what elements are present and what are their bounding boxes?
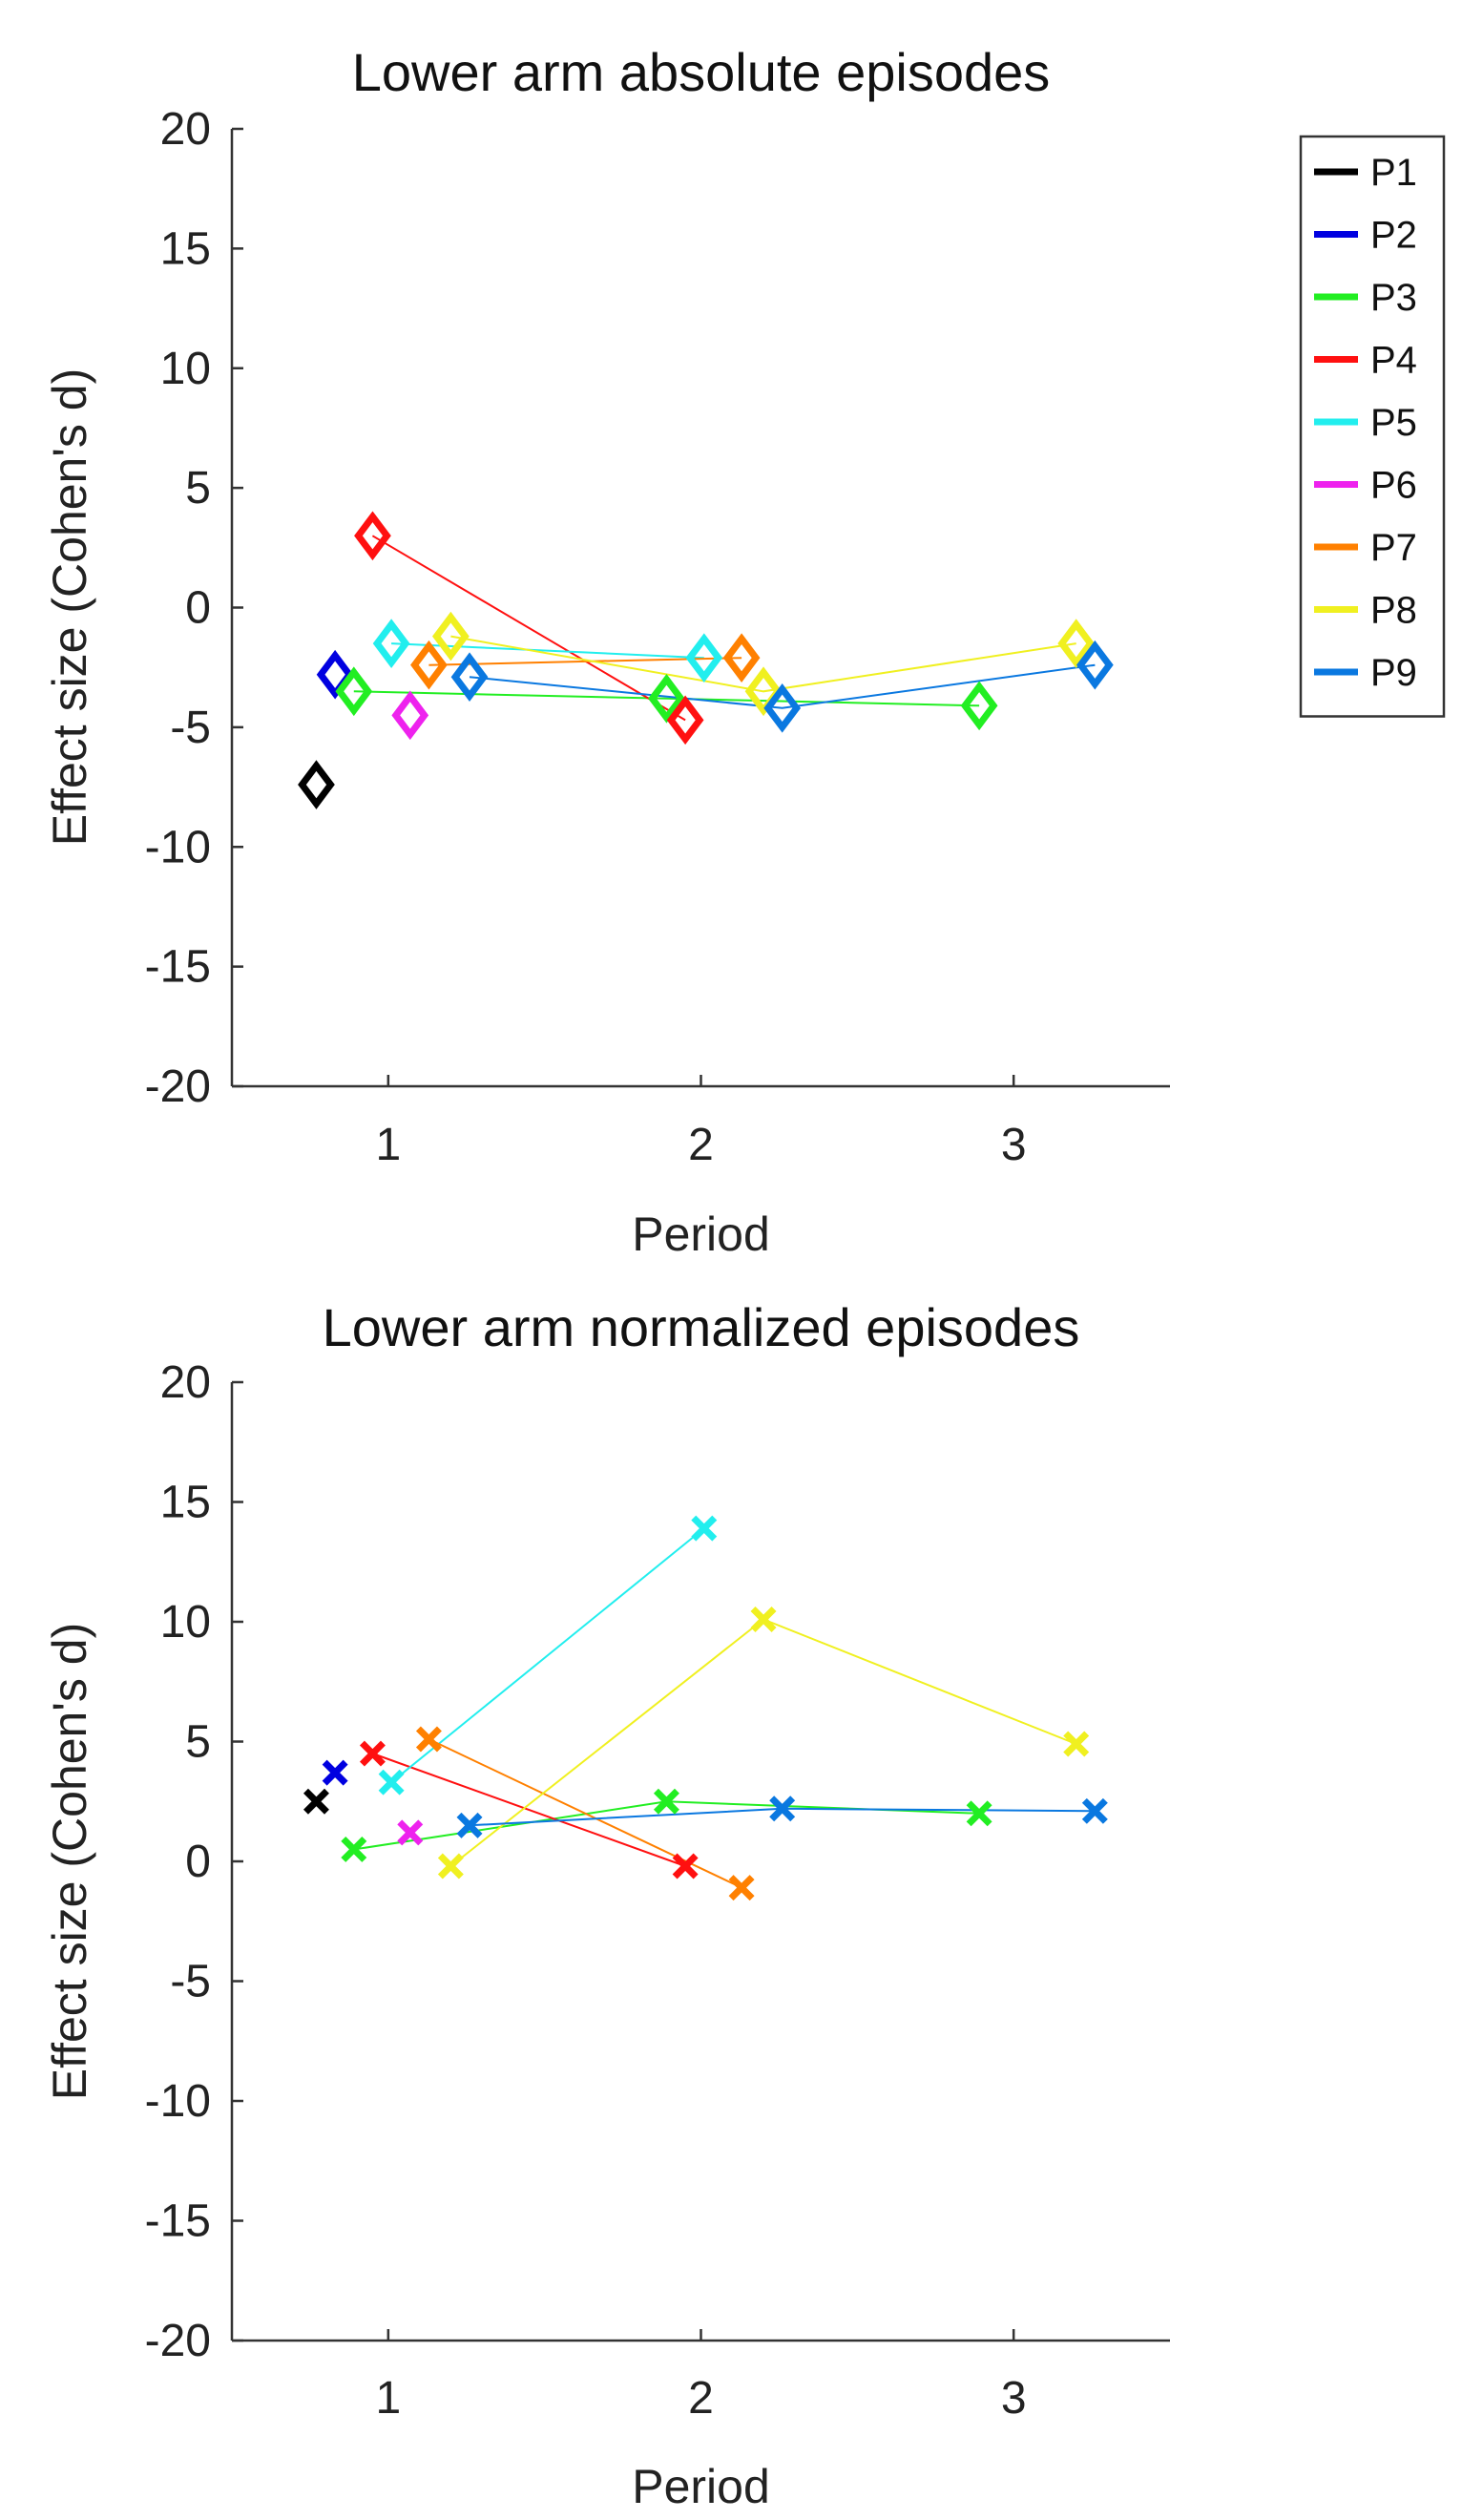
- data-point-p5: [685, 633, 723, 682]
- legend-label-p8: P8: [1370, 590, 1417, 632]
- x-tick-label: 3: [1001, 2373, 1027, 2424]
- data-point-p7: [728, 1875, 755, 1901]
- series-line-p8: [450, 635, 1076, 693]
- data-point-p8: [437, 1853, 464, 1880]
- y-tick-label: -15: [145, 2196, 211, 2247]
- data-point-p7: [410, 640, 448, 690]
- data-point-p2: [316, 649, 354, 700]
- legend: P1 P2 P3 P4 P5 P6 P7 P8 P9: [1299, 135, 1446, 718]
- y-tick-label: 10: [160, 344, 211, 394]
- panel-1: Lower arm absolute episodes 20 15 10 5 0 -5 -10…: [43, 42, 1170, 1261]
- y-tick-label: 5: [185, 463, 211, 514]
- legend-label-p4: P4: [1370, 340, 1417, 382]
- y-tick-label: 0: [185, 1837, 211, 1887]
- data-point-p8: [744, 666, 783, 717]
- y-tick-label: -5: [170, 1957, 211, 2007]
- data-point-p9: [456, 1812, 483, 1838]
- y-tick-label: -20: [145, 2316, 211, 2366]
- x-tick-label: 2: [688, 1120, 714, 1170]
- chart-title: Lower arm normalized episodes: [323, 1297, 1080, 1357]
- legend-label-p3: P3: [1370, 277, 1417, 319]
- data-point-p6: [391, 690, 429, 741]
- y-tick-label: -15: [145, 942, 211, 993]
- data-point-p8: [750, 1606, 777, 1632]
- legend-label-p7: P7: [1370, 527, 1417, 569]
- y-tick-label: 20: [160, 104, 211, 155]
- y-tick-label: -10: [145, 2076, 211, 2127]
- data-point-p9: [769, 1796, 796, 1822]
- chart-title: Lower arm absolute episodes: [352, 42, 1051, 102]
- data-point-p3: [966, 1800, 992, 1827]
- series-line-p5: [390, 1527, 705, 1783]
- y-tick-label: 0: [185, 583, 211, 634]
- data-point-p7: [415, 1726, 442, 1753]
- data-point-p8: [431, 611, 470, 662]
- x-axis-label: Period: [632, 2460, 770, 2513]
- y-tick-label: 15: [160, 1478, 211, 1528]
- data-point-p9: [1076, 640, 1114, 690]
- data-point-p3: [335, 666, 373, 717]
- y-tick-label: 5: [185, 1717, 211, 1768]
- series-line-p4: [372, 1753, 686, 1867]
- data-point-p9: [450, 652, 489, 703]
- data-point-p4: [672, 1853, 699, 1880]
- x-tick-label: 3: [1001, 1120, 1027, 1170]
- legend-label-p1: P1: [1370, 152, 1417, 194]
- x-tick-label: 2: [688, 2373, 714, 2424]
- data-point-p6: [397, 1819, 424, 1846]
- data-point-p4: [359, 1740, 386, 1767]
- data-point-p5: [691, 1515, 718, 1542]
- data-point-p4: [354, 511, 391, 561]
- y-axis-label: Effect size (Cohen's d): [43, 368, 96, 847]
- x-tick-label: 1: [375, 1120, 401, 1170]
- series-line-p4: [371, 535, 686, 722]
- series-line-p9: [469, 663, 1096, 709]
- y-tick-label: -5: [170, 703, 211, 753]
- data-point-p3: [960, 681, 998, 731]
- x-tick-label: 1: [375, 2373, 401, 2424]
- data-point-p8: [1063, 1731, 1090, 1757]
- data-point-p3: [653, 1788, 679, 1815]
- x-axis-label: Period: [632, 1208, 770, 1261]
- data-point-p1: [303, 1788, 329, 1815]
- legend-label-p5: P5: [1370, 402, 1417, 444]
- data-point-p5: [372, 619, 410, 668]
- legend-label-p9: P9: [1370, 652, 1417, 694]
- y-tick-label: 20: [160, 1357, 211, 1408]
- data-point-p5: [378, 1769, 405, 1796]
- data-point-p4: [666, 695, 704, 746]
- series-line-p3: [353, 690, 980, 707]
- series-line-p8: [449, 1618, 1077, 1867]
- panel-2: Lower arm normalized episodes 20 15 10 5 0 -5 -…: [43, 1297, 1170, 2513]
- data-point-p3: [341, 1836, 367, 1862]
- data-point-p3: [648, 673, 685, 724]
- data-point-p9: [763, 682, 802, 733]
- data-point-p8: [1057, 619, 1096, 668]
- data-point-p2: [322, 1759, 348, 1786]
- y-tick-label: 10: [160, 1597, 211, 1648]
- legend-label-p2: P2: [1370, 215, 1417, 257]
- y-tick-label: 15: [160, 223, 211, 274]
- legend-label-p6: P6: [1370, 465, 1417, 507]
- data-point-p1: [298, 760, 335, 809]
- y-tick-label: -20: [145, 1061, 211, 1112]
- y-axis-label: Effect size (Cohen's d): [43, 1623, 96, 2101]
- data-point-p7: [722, 633, 761, 682]
- y-tick-label: -10: [145, 822, 211, 872]
- data-point-p9: [1081, 1797, 1108, 1824]
